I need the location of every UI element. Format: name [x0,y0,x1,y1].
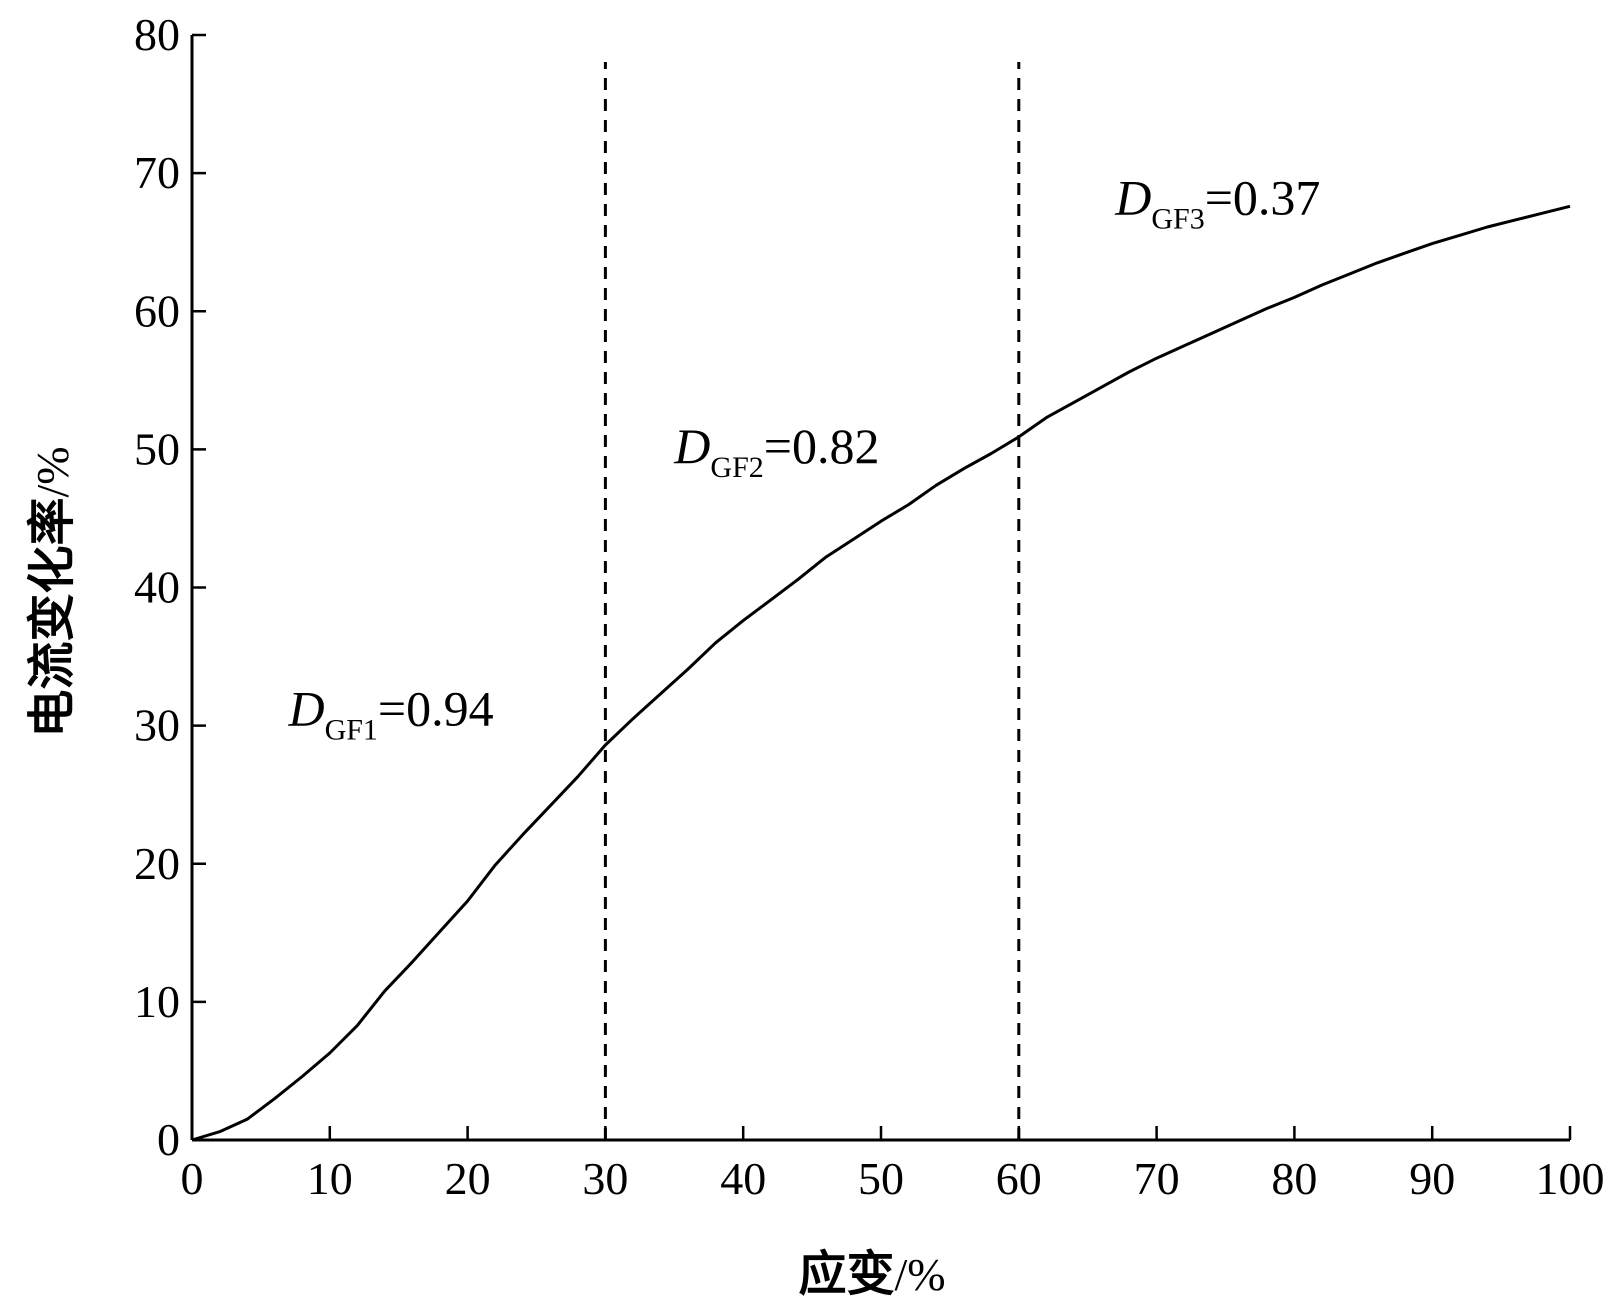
y-tick-label: 20 [134,838,180,889]
series-layer [191,204,1571,1142]
x-tick-label: 80 [1271,1153,1317,1204]
x-tick-label: 30 [582,1153,628,1204]
x-tick-label: 60 [996,1153,1042,1204]
annotation-subscript: GF2 [710,451,763,484]
divider-lines [603,62,1021,1140]
y-axis-title: 电流变化率/% [24,446,80,737]
x-tick-label: 20 [445,1153,491,1204]
annotation-symbol: D [673,418,710,474]
gauge-factor-annotation: DGF3=0.37 [1114,170,1320,236]
gauge-factor-annotation: DGF2=0.82 [673,418,879,484]
y-tick-label: 60 [134,285,180,336]
y-tick-label: 50 [134,423,180,474]
annotation-value: =0.82 [764,418,880,474]
x-tick-label: 40 [720,1153,766,1204]
y-tick-label: 0 [157,1114,180,1165]
gauge-factor-annotation: DGF1=0.94 [287,681,493,747]
annotation-value: =0.94 [378,681,494,737]
x-tick-label: 70 [1134,1153,1180,1204]
x-tick-label: 10 [307,1153,353,1204]
y-tick-label: 10 [134,976,180,1027]
x-tick-label: 50 [858,1153,904,1204]
ticks: 0 10 20 30 40 50 60 70 80 90 100 0 10 20 30 40 50 60 70 80 [134,9,1605,1204]
x-tick-label: 100 [1536,1153,1605,1204]
y-tick-label: 30 [134,700,180,751]
y-tick-label: 80 [134,9,180,60]
y-tick-label: 40 [134,562,180,613]
x-tick-label: 0 [181,1153,204,1204]
x-tick-label: 90 [1409,1153,1455,1204]
annotation-subscript: GF3 [1151,203,1204,236]
x-axis-title: 应变/% [798,1246,945,1302]
annotation-subscript: GF1 [325,714,378,747]
annotation-symbol: D [287,681,324,737]
series-line [191,204,1571,1142]
y-tick-label: 70 [134,147,180,198]
annotation-symbol: D [1114,170,1151,226]
annotation-value: =0.37 [1205,170,1321,226]
